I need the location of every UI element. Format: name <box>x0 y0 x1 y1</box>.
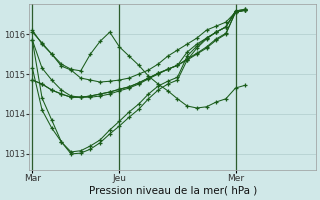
X-axis label: Pression niveau de la mer( hPa ): Pression niveau de la mer( hPa ) <box>89 186 257 196</box>
